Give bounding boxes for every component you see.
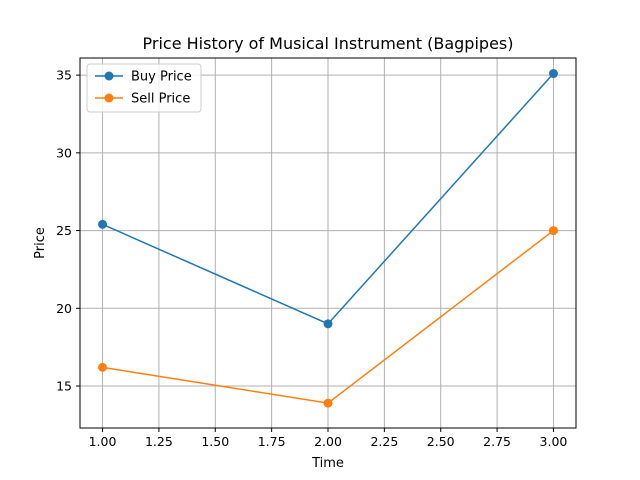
- axis-ticks: 1.00 1.25 1.50 1.75 2.00 2.25 2.50 2.75 3.00 15 20…: [56, 68, 567, 449]
- x-tick-label: 1.25: [145, 434, 173, 449]
- buy-price-point: [548, 69, 558, 79]
- buy-price-point: [323, 319, 333, 329]
- buy-price-point: [98, 219, 108, 229]
- grid-lines: [80, 58, 576, 428]
- legend-label-buy: Buy Price: [131, 70, 192, 85]
- legend-label-sell: Sell Price: [131, 92, 190, 107]
- y-axis-label: Price: [33, 227, 48, 259]
- x-tick-label: 2.00: [314, 434, 342, 449]
- y-tick-label: 25: [56, 223, 72, 238]
- y-tick-label: 35: [56, 68, 72, 83]
- x-tick-label: 2.50: [427, 434, 455, 449]
- sell-price-point: [548, 226, 558, 236]
- x-tick-label: 2.25: [370, 434, 398, 449]
- legend: Buy Price Sell Price: [86, 63, 202, 113]
- x-tick-label: 1.50: [201, 434, 229, 449]
- sell-price-point: [98, 362, 108, 372]
- x-axis-label: Time: [311, 456, 344, 471]
- chart-title: Price History of Musical Instrument (Bag…: [143, 34, 514, 53]
- x-tick-label: 2.75: [483, 434, 511, 449]
- legend-marker-sell: [104, 93, 114, 103]
- y-tick-label: 20: [56, 301, 72, 316]
- legend-marker-buy: [104, 71, 114, 81]
- y-tick-label: 15: [56, 379, 72, 394]
- x-tick-label: 3.00: [540, 434, 568, 449]
- x-tick-label: 1.75: [258, 434, 286, 449]
- sell-price-point: [323, 398, 333, 408]
- y-tick-label: 30: [56, 145, 72, 160]
- series-lines: [98, 69, 558, 408]
- x-tick-label: 1.00: [89, 434, 117, 449]
